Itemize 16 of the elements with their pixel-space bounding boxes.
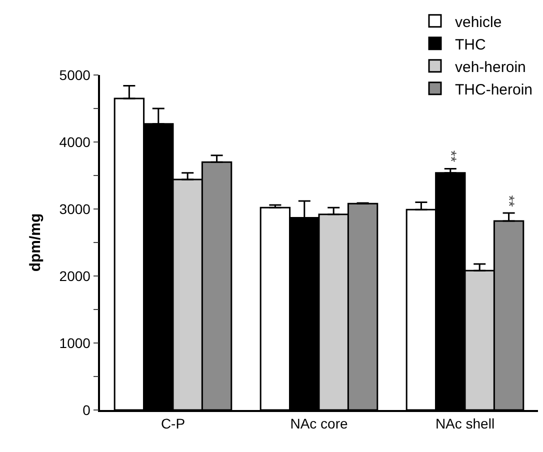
annotation: ** bbox=[500, 195, 517, 208]
legend-label: THC-heroin bbox=[455, 81, 533, 98]
legend-label: veh-heroin bbox=[455, 58, 526, 76]
legend-label: THC bbox=[455, 36, 486, 54]
y-tick-label: 1000 bbox=[59, 334, 91, 351]
x-tick-label: C-P bbox=[160, 416, 186, 432]
y-tick-label: 3000 bbox=[59, 200, 91, 217]
x-tick-label: NAc shell bbox=[435, 416, 495, 432]
y-tick-label: 4000 bbox=[59, 134, 91, 150]
y-axis-title: dpm/mg bbox=[27, 213, 44, 272]
y-tick-label: 5000 bbox=[59, 66, 91, 83]
annotation: ** bbox=[442, 150, 460, 162]
y-tick-label: 0 bbox=[82, 402, 91, 418]
y-tick-label: 2000 bbox=[59, 268, 91, 284]
legend-label: vehicle bbox=[455, 14, 502, 31]
x-tick-label: NAc core bbox=[290, 416, 348, 432]
